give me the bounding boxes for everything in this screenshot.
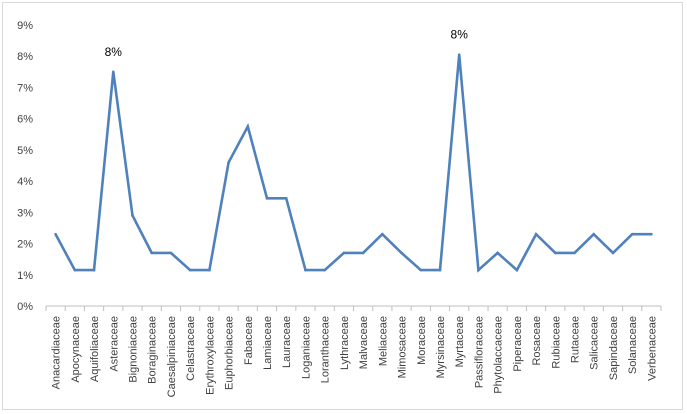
- y-tick-label: 3%: [17, 207, 33, 219]
- data-point: [284, 196, 288, 200]
- x-tick-label: Myrsinaceae: [435, 316, 447, 378]
- x-tick-label: Rutaceae: [570, 316, 582, 363]
- data-point: [111, 70, 115, 74]
- x-tick-label: Phytolaccaceae: [493, 316, 505, 394]
- x-tick-label: Loganiaceae: [300, 316, 312, 379]
- x-tick-label: Loranthaceae: [320, 316, 332, 383]
- data-point: [630, 232, 634, 236]
- data-point: [73, 268, 77, 272]
- data-point: [150, 251, 154, 255]
- data-label: 8%: [451, 28, 469, 42]
- data-point: [323, 268, 326, 272]
- y-tick-label: 9%: [17, 20, 33, 32]
- data-point: [573, 251, 576, 255]
- x-tick-label: Solanaceae: [627, 316, 639, 374]
- data-point: [553, 251, 557, 255]
- x-tick-label: Meliaceae: [377, 316, 389, 366]
- data-point: [92, 268, 96, 272]
- data-point: [54, 232, 57, 236]
- x-tick-label: Sapindaceae: [608, 316, 620, 380]
- x-tick-label: Asteraceae: [108, 316, 120, 372]
- x-tick-label: Moraceae: [416, 316, 428, 365]
- data-point: [208, 268, 211, 272]
- data-point: [169, 251, 173, 255]
- x-tick-label: Malvaceae: [358, 316, 370, 369]
- x-tick-label: Rubiaceae: [550, 316, 562, 369]
- data-point: [227, 161, 230, 164]
- data-point: [304, 268, 307, 272]
- x-tick-label: Apocynaceae: [70, 316, 82, 383]
- chart-frame: [2, 2, 683, 410]
- x-tick-label: Caesalpiniaceae: [166, 316, 178, 397]
- x-tick-label: Fabaceae: [243, 316, 255, 365]
- x-tick-label: Bignoniaceae: [127, 316, 139, 383]
- x-tick-label: Lamiaceae: [262, 316, 274, 370]
- data-point: [477, 268, 480, 272]
- x-tick-label: Celastraceae: [185, 316, 197, 381]
- x-tick-label: Erythroxylaceae: [204, 316, 216, 395]
- data-point: [457, 53, 461, 56]
- data-point: [131, 214, 134, 217]
- data-point: [188, 268, 192, 272]
- data-point: [381, 232, 384, 236]
- x-tick-label: Rosaceae: [531, 316, 543, 366]
- x-tick-label: Myrtaceae: [454, 316, 466, 367]
- series-line: [54, 54, 652, 273]
- data-point: [419, 268, 423, 272]
- x-tick-label: Mimosaceae: [397, 316, 409, 378]
- y-tick-label: 1%: [17, 270, 33, 282]
- y-tick-label: 0%: [17, 301, 33, 313]
- x-tick-label: Salicaceae: [589, 316, 601, 370]
- y-tick-label: 5%: [17, 145, 33, 157]
- data-point: [611, 251, 615, 255]
- y-tick-label: 4%: [17, 176, 33, 188]
- data-point: [592, 232, 596, 236]
- x-tick-label: Lauraceae: [281, 316, 293, 368]
- data-point: [438, 268, 442, 272]
- x-tick-label: Euphorbiaceae: [224, 316, 236, 390]
- y-tick-label: 7%: [17, 82, 33, 94]
- y-tick-label: 6%: [17, 114, 33, 126]
- data-point: [265, 196, 269, 200]
- x-tick-label: Anacardiaceae: [51, 316, 63, 389]
- x-tick-label: Verbenaceae: [646, 316, 658, 381]
- data-point: [515, 268, 519, 272]
- x-tick-label: Aquifoliaceae: [89, 316, 101, 382]
- x-tick-label: Boraginaceae: [147, 316, 159, 384]
- data-point: [496, 251, 499, 255]
- data-point: [342, 251, 346, 255]
- x-tick-label: Piperaceae: [512, 316, 524, 372]
- y-tick-label: 2%: [17, 239, 33, 251]
- data-point: [400, 251, 403, 255]
- data-point: [246, 125, 250, 128]
- data-label: 8%: [105, 45, 123, 59]
- data-point: [534, 232, 538, 236]
- y-tick-label: 8%: [17, 51, 33, 63]
- data-point: [361, 251, 365, 255]
- x-tick-label: Lythraceae: [339, 316, 351, 370]
- data-point: [650, 232, 653, 236]
- x-tick-label: Passifloraceae: [473, 316, 485, 388]
